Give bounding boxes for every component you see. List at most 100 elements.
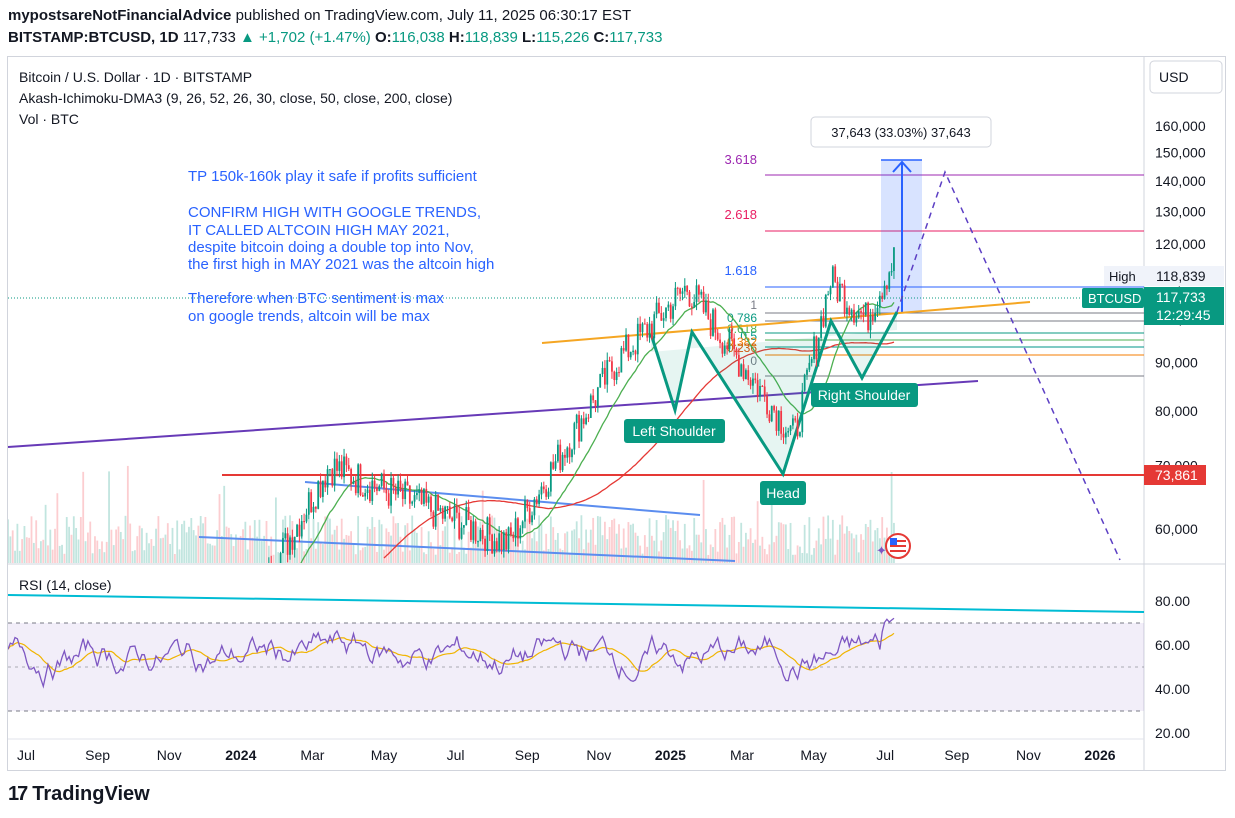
flag-stripe-icon [890, 545, 906, 547]
volume-bar [42, 539, 45, 563]
candle-body [831, 266, 834, 288]
volume-bar [564, 533, 566, 563]
volume-bar [183, 520, 186, 563]
volume-bar [383, 549, 385, 563]
candle-body [366, 489, 369, 494]
volume-bar [528, 515, 531, 563]
measure-label-box [810, 116, 992, 148]
volume-bar [263, 535, 266, 563]
volume-bar [613, 518, 616, 563]
candle-body [493, 541, 496, 554]
candle-body [312, 506, 315, 513]
note-line-6: Therefore when BTC sentiment is max [188, 290, 444, 307]
candle-body [413, 495, 416, 502]
volume-bar [14, 550, 16, 563]
author-name[interactable]: mypostsareNotFinancialAdvice [8, 7, 232, 24]
volume-bar [660, 540, 663, 563]
volume-bar [131, 551, 134, 563]
currency-button[interactable] [1149, 60, 1223, 94]
high-value-box [1144, 266, 1224, 286]
volume-bar [470, 547, 472, 563]
time-tick-label: Sep [85, 747, 110, 763]
time-tick-label: Nov [1016, 747, 1041, 763]
volume-bar [277, 552, 280, 563]
volume-bar [178, 549, 181, 563]
volume-bar [56, 493, 59, 563]
price-tick-label: 140,000 [1155, 173, 1206, 189]
volume-bar [549, 516, 552, 563]
symbol-label: BITSTAMP:BTCUSD, 1D [8, 29, 179, 46]
rsi-line [8, 617, 895, 689]
volume-bar [472, 525, 475, 563]
candle-body [829, 287, 832, 295]
candle-body [477, 541, 479, 543]
volume-bar [340, 518, 343, 563]
volume-bar [446, 516, 449, 563]
candle-body [425, 488, 428, 503]
volume-bar [397, 523, 399, 563]
candle-body [310, 492, 313, 513]
volume-bar [354, 554, 357, 563]
candle-body [716, 332, 719, 340]
volume-bar [533, 531, 536, 563]
candle-body [361, 494, 364, 497]
candle-body [373, 480, 376, 488]
volume-bar [18, 550, 21, 563]
price-tick-label: 120,000 [1155, 236, 1206, 252]
volume-legend[interactable]: Vol · BTC [19, 111, 79, 127]
candle-body [827, 294, 830, 296]
volume-bar [453, 515, 456, 563]
candle-body [566, 447, 569, 458]
head-box [760, 481, 806, 505]
volume-bar [361, 547, 364, 563]
chart-title[interactable]: Bitcoin / U.S. Dollar · 1D · BITSTAMP [19, 69, 252, 85]
rsi-tick-label: 40.00 [1155, 681, 1190, 697]
volume-bar [411, 515, 414, 563]
volume-bar [270, 536, 273, 563]
candle-body [559, 444, 562, 471]
symbol-tag-box [1082, 288, 1144, 308]
candle-body [444, 506, 446, 519]
candle-body [693, 301, 696, 308]
volume-bar [651, 535, 653, 563]
volume-bar [314, 548, 317, 563]
candle-body [378, 485, 381, 491]
volume-bar [857, 552, 860, 563]
volume-bar [136, 536, 139, 563]
volume-bar [839, 524, 841, 563]
candle-body [749, 379, 752, 386]
candle-body [460, 527, 463, 539]
candle-body [611, 361, 613, 372]
candle-body [333, 458, 336, 486]
candle-body [347, 465, 350, 470]
candle-body [547, 491, 550, 497]
candle-body [700, 291, 703, 295]
volume-bar [126, 465, 129, 563]
candle-body [329, 469, 331, 471]
candle-body [683, 285, 686, 292]
candle-body [571, 449, 573, 458]
candle-body [648, 323, 651, 338]
candle-body [472, 521, 475, 540]
fib-label-1: 1 [750, 298, 757, 312]
volume-bar [829, 538, 832, 563]
candle-body [763, 386, 766, 397]
indicator-legend[interactable]: Akash-Ichimoku-DMA3 (9, 26, 52, 26, 30, … [19, 90, 452, 106]
price-tag: 117,733 [1156, 289, 1206, 305]
tradingview-footer[interactable]: 17 TradingView [8, 783, 150, 806]
volume-bar [705, 529, 707, 563]
candle-body [620, 348, 623, 373]
volume-bar [138, 525, 141, 563]
candle-body [817, 337, 820, 360]
volume-bar [780, 522, 783, 563]
candle-body [408, 485, 411, 504]
rsi-legend[interactable]: RSI (14, close) [19, 577, 112, 593]
volume-bar [803, 524, 806, 563]
flag-stripe-icon [890, 540, 906, 542]
volume-bar [768, 544, 771, 563]
volume-bar [763, 548, 766, 563]
candle-body [848, 307, 851, 315]
volume-bar [618, 524, 620, 563]
candle-body [705, 300, 707, 313]
